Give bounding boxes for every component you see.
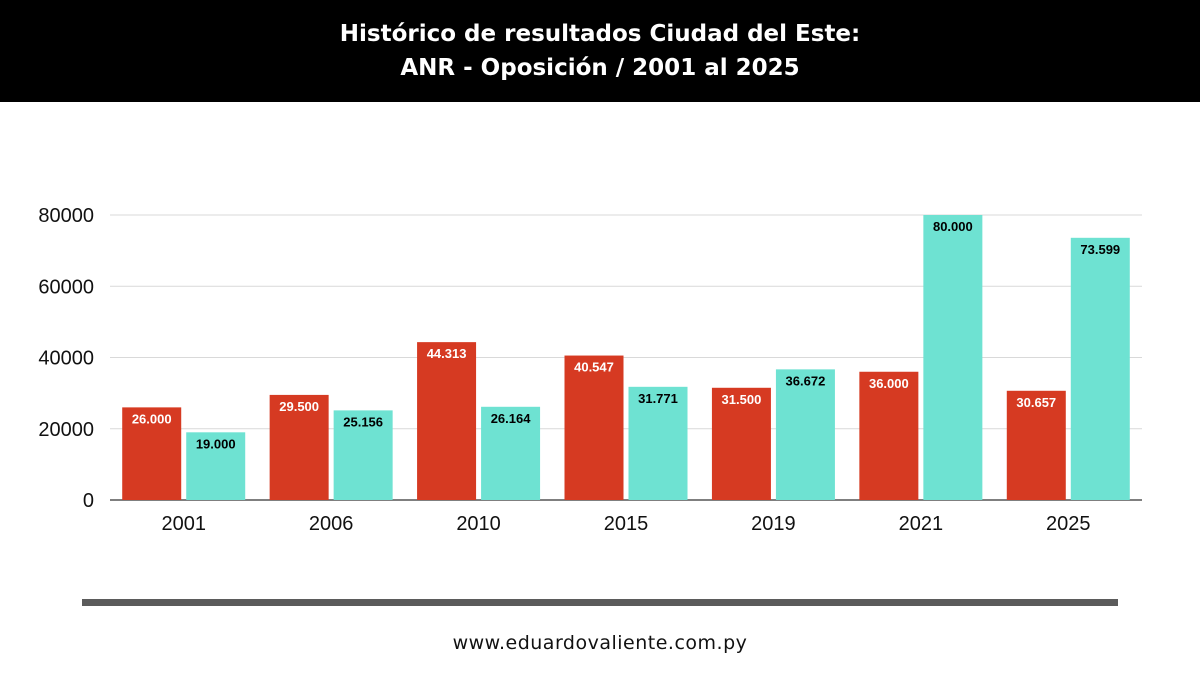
chart-title-line-2: ANR - Oposición / 2001 al 2025 [400, 55, 800, 81]
bar [628, 386, 688, 500]
divider-bar [82, 599, 1118, 606]
data-label: 31.771 [638, 391, 678, 406]
data-label: 30.657 [1016, 395, 1056, 410]
y-tick-label: 20000 [38, 419, 94, 441]
data-label: 80.000 [933, 219, 973, 234]
data-label: 31.500 [722, 392, 762, 407]
data-label: 26.000 [132, 411, 172, 426]
bar [711, 387, 771, 500]
x-tick-label: 2010 [456, 513, 501, 535]
y-tick-label: 60000 [38, 276, 94, 298]
data-label: 36.672 [786, 373, 826, 388]
data-label: 40.547 [574, 360, 614, 375]
bar [417, 342, 477, 500]
bar [1070, 237, 1130, 500]
data-label: 25.156 [343, 414, 383, 429]
data-label: 26.164 [491, 411, 532, 426]
data-label: 36.000 [869, 376, 909, 391]
x-tick-label: 2006 [309, 513, 354, 535]
x-tick-label: 2021 [899, 513, 944, 535]
bar [564, 355, 624, 500]
bar [186, 432, 246, 500]
bar [333, 410, 393, 500]
y-tick-label: 0 [83, 490, 94, 512]
chart-title-line-1: Histórico de resultados Ciudad del Este: [339, 21, 861, 47]
bar [122, 407, 182, 500]
x-tick-label: 2025 [1046, 513, 1091, 535]
bar [775, 369, 835, 500]
website-url: www.eduardovaliente.com.py [452, 632, 748, 654]
x-tick-label: 2015 [604, 513, 649, 535]
data-label: 19.000 [196, 436, 236, 451]
bar [481, 406, 541, 500]
y-tick-label: 40000 [38, 348, 94, 370]
bar [859, 371, 919, 500]
bar [269, 394, 329, 500]
data-label: 29.500 [279, 399, 319, 414]
bar [1006, 390, 1066, 500]
y-tick-label: 80000 [38, 205, 94, 227]
title-banner: Histórico de resultados Ciudad del Este:… [0, 0, 1200, 102]
data-label: 73.599 [1080, 242, 1120, 257]
x-tick-label: 2001 [161, 513, 206, 535]
x-tick-label: 2019 [751, 513, 796, 535]
bar-chart: 0 20000 40000 60000 80000 26.000 19.000 2001 29.… [38, 205, 1142, 535]
bar [923, 215, 983, 500]
data-label: 44.313 [427, 346, 467, 361]
